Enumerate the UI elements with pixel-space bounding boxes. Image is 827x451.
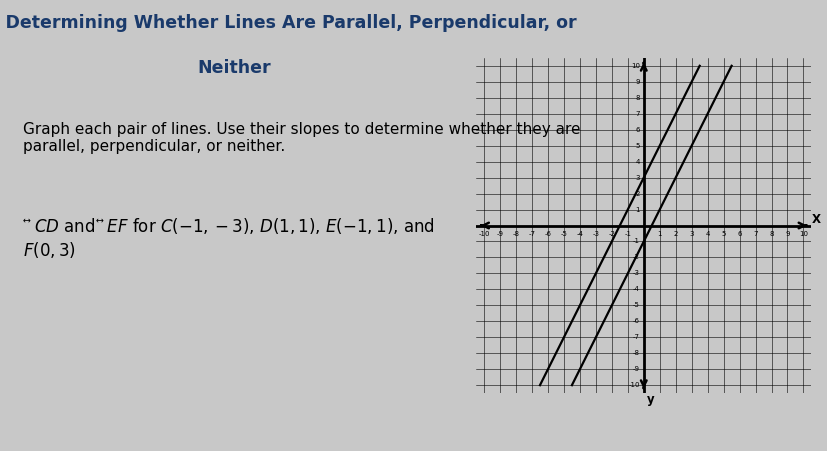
Text: 7: 7 [634,110,639,117]
Text: 4: 4 [634,159,639,165]
Text: 8: 8 [634,95,639,101]
Text: -7: -7 [528,231,535,237]
Text: -4: -4 [632,286,639,292]
Text: Graph each pair of lines. Use their slopes to determine whether they are
paralle: Graph each pair of lines. Use their slop… [23,122,581,154]
Text: -8: -8 [632,350,639,356]
Text: 6: 6 [736,231,741,237]
Text: 9: 9 [634,79,639,85]
Text: -2: -2 [632,254,639,260]
Text: -8: -8 [512,231,519,237]
Text: -5: -5 [632,302,639,308]
Text: -3: -3 [591,231,599,237]
Text: 5: 5 [720,231,725,237]
Text: 8: 8 [768,231,773,237]
Text: -3: -3 [632,271,639,276]
Text: 2: 2 [634,191,639,197]
Text: 7: 7 [753,231,757,237]
Text: -9: -9 [496,231,503,237]
Text: -2: -2 [608,231,614,237]
Text: Neither: Neither [197,59,270,77]
Text: -7: -7 [632,334,639,341]
Text: -5: -5 [560,231,566,237]
Text: -1: -1 [632,239,639,244]
Text: -9: -9 [632,366,639,372]
Text: -6: -6 [632,318,639,324]
Text: 6: 6 [634,127,639,133]
Text: 3: 3 [689,231,693,237]
Text: 1: 1 [634,207,639,212]
Text: 4: 4 [705,231,709,237]
Text: 10: 10 [630,63,639,69]
Text: y: y [647,393,654,406]
Text: 5: 5 [634,143,639,149]
Text: -6: -6 [544,231,551,237]
Text: 3: 3 [634,175,639,180]
Text: X: X [810,213,820,226]
Text: -10: -10 [478,231,490,237]
Text: 10: 10 [798,231,807,237]
Text: 2: 2 [672,231,677,237]
Text: $\overleftrightarrow{CD}$ and $\overleftrightarrow{EF}$ for $C(-1, -3)$, $D(1, 1: $\overleftrightarrow{CD}$ and $\overleft… [23,216,435,260]
Text: 9: 9 [784,231,789,237]
Text: Example 4: Determining Whether Lines Are Parallel, Perpendicular, or: Example 4: Determining Whether Lines Are… [0,14,576,32]
Text: -10: -10 [628,382,639,388]
Text: -1: -1 [624,231,630,237]
Text: 1: 1 [657,231,662,237]
Text: -4: -4 [576,231,583,237]
